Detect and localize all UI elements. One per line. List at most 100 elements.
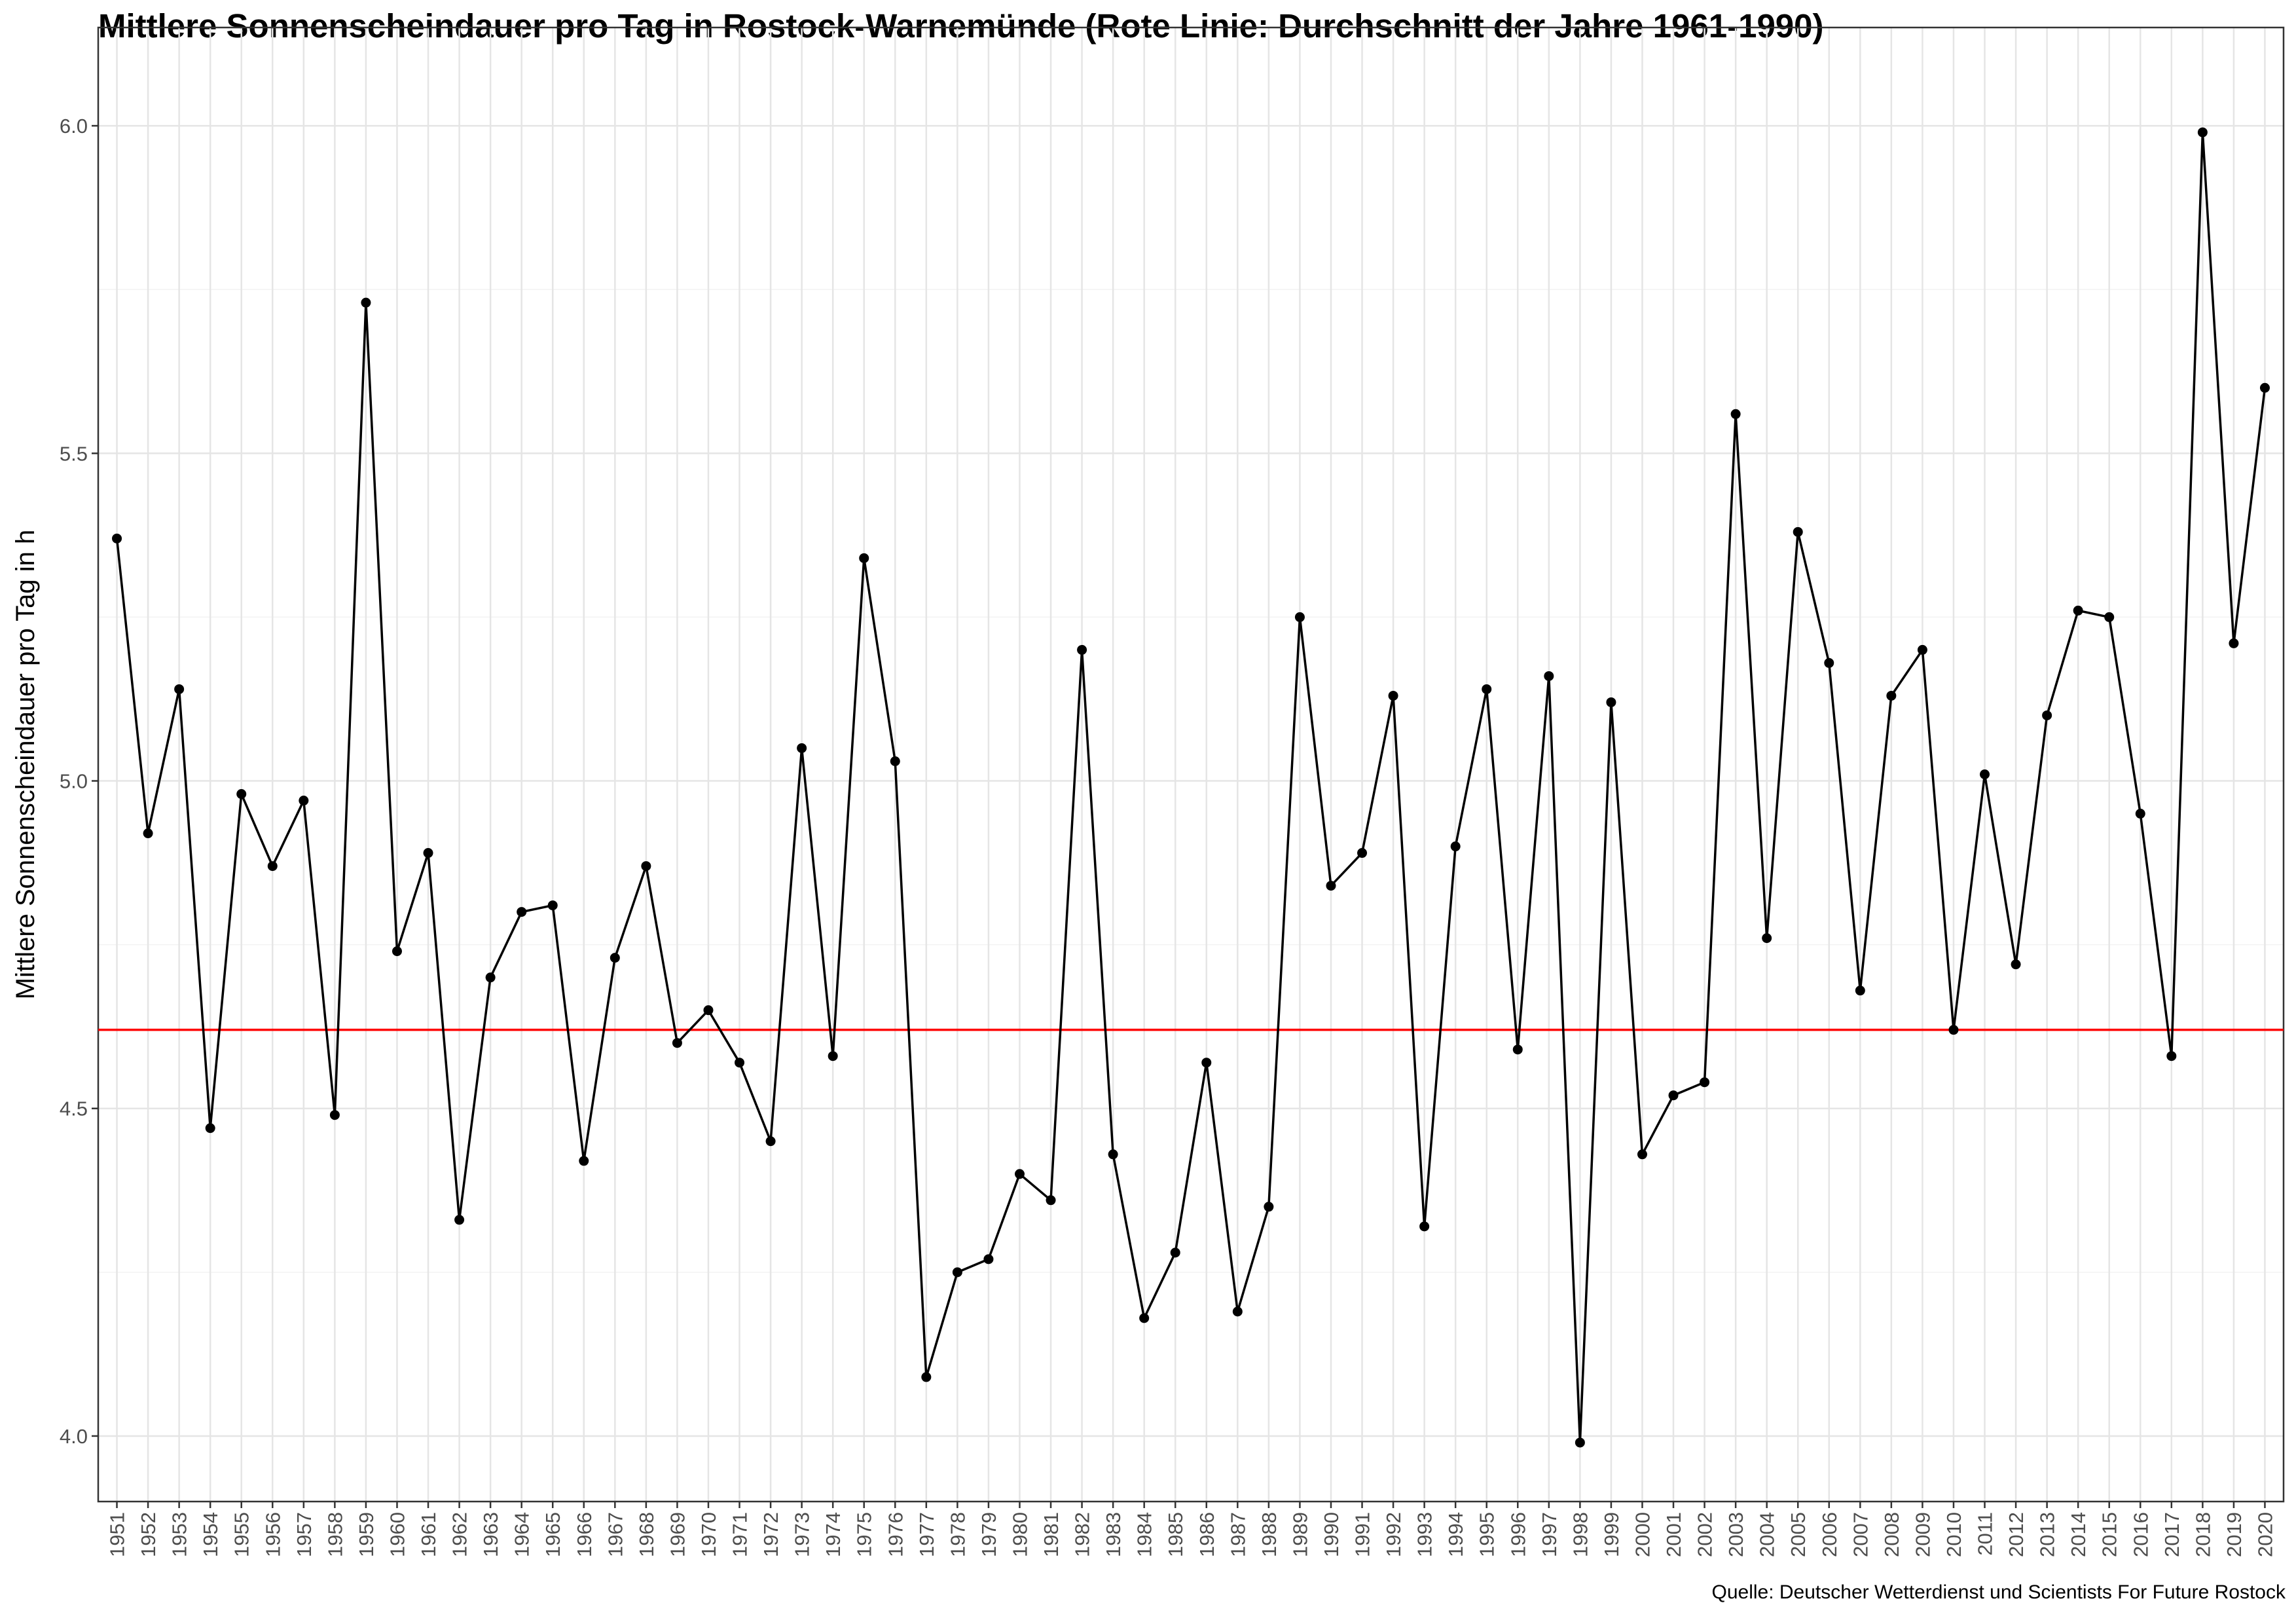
data-point: [517, 907, 527, 917]
x-tick-label: 1996: [1506, 1512, 1529, 1557]
x-tick-label: 1999: [1600, 1512, 1623, 1557]
data-point: [1139, 1313, 1150, 1323]
data-point: [1419, 1221, 1430, 1232]
grid-lines: [98, 28, 2284, 1502]
data-point: [1014, 1169, 1025, 1179]
x-tick-label: 2014: [2067, 1512, 2090, 1557]
y-axis-label: Mittlere Sonnenscheindauer pro Tag in h: [11, 530, 40, 1000]
x-tick-label: 1960: [386, 1512, 409, 1557]
x-tick-label: 2007: [1849, 1512, 1872, 1557]
x-tick-label: 1963: [479, 1512, 502, 1557]
data-point: [579, 1156, 589, 1166]
data-point: [454, 1215, 465, 1225]
x-tick-label: 1995: [1476, 1512, 1499, 1557]
x-tick-label: 2009: [1911, 1512, 1934, 1557]
data-point: [952, 1267, 962, 1278]
x-tick-label: 1968: [635, 1512, 658, 1557]
x-axis: 1951 1952 1953 1954 1955 1956 1957 1958 1959 1960…: [106, 1502, 2276, 1557]
x-tick-label: 1955: [230, 1512, 253, 1557]
x-tick-label: 2012: [2005, 1512, 2028, 1557]
x-tick-label: 1972: [759, 1512, 782, 1557]
x-tick-label: 2003: [1724, 1512, 1747, 1557]
data-point: [205, 1123, 215, 1134]
x-tick-label: 1959: [355, 1512, 378, 1557]
x-tick-label: 2017: [2160, 1512, 2183, 1557]
x-tick-label: 1976: [884, 1512, 907, 1557]
x-tick-label: 1991: [1351, 1512, 1374, 1557]
x-tick-label: 2011: [1974, 1512, 1997, 1556]
data-point: [2011, 959, 2021, 970]
data-point: [1793, 526, 1803, 537]
x-tick-label: 1997: [1538, 1512, 1561, 1557]
data-point: [2197, 127, 2208, 138]
data-point: [1855, 986, 1865, 996]
y-tick-label: 5.0: [60, 770, 88, 793]
x-tick-label: 2010: [1942, 1512, 1965, 1557]
data-point: [1108, 1149, 1118, 1160]
x-tick-label: 2020: [2253, 1512, 2276, 1557]
data-point: [1388, 690, 1398, 701]
data-point: [143, 828, 153, 839]
data-point: [2042, 710, 2052, 720]
y-tick-label: 5.5: [60, 442, 88, 465]
data-point: [1668, 1090, 1679, 1101]
data-point: [1700, 1077, 1710, 1088]
data-point: [1948, 1025, 1959, 1035]
x-tick-label: 1993: [1413, 1512, 1436, 1557]
source-caption: Quelle: Deutscher Wetterdienst und Scien…: [1711, 1581, 2286, 1603]
data-point: [1264, 1202, 1274, 1212]
x-tick-label: 2019: [2223, 1512, 2246, 1557]
x-tick-label: 1970: [697, 1512, 720, 1557]
x-tick-label: 1952: [137, 1512, 160, 1557]
x-tick-label: 2005: [1787, 1512, 1810, 1557]
x-tick-label: 1998: [1569, 1512, 1592, 1557]
data-point: [1357, 848, 1368, 858]
x-tick-label: 1957: [293, 1512, 316, 1557]
data-point: [1575, 1437, 1585, 1448]
x-tick-label: 1989: [1288, 1512, 1311, 1557]
data-point: [1917, 644, 1927, 655]
data-point: [2135, 809, 2145, 819]
data-point: [112, 533, 122, 544]
x-tick-label: 1973: [791, 1512, 814, 1557]
x-tick-label: 1956: [261, 1512, 284, 1557]
data-point: [1294, 612, 1305, 622]
x-tick-label: 1988: [1258, 1512, 1281, 1557]
data-points: [112, 127, 2270, 1448]
x-tick-label: 1990: [1320, 1512, 1343, 1557]
x-tick-label: 1975: [853, 1512, 876, 1557]
x-tick-label: 1984: [1133, 1512, 1156, 1557]
y-tick-label: 4.5: [60, 1098, 88, 1120]
data-point: [1544, 671, 1554, 681]
x-tick-label: 2000: [1631, 1512, 1654, 1557]
data-point: [1326, 881, 1336, 891]
x-tick-label: 1978: [946, 1512, 969, 1557]
data-point: [1824, 657, 1834, 668]
x-tick-label: 2008: [1880, 1512, 1903, 1557]
x-tick-label: 1983: [1102, 1512, 1125, 1557]
x-tick-label: 1969: [666, 1512, 689, 1557]
data-point: [236, 789, 247, 800]
data-point: [890, 756, 900, 766]
x-tick-label: 1967: [604, 1512, 627, 1557]
x-tick-label: 1951: [106, 1512, 129, 1557]
x-tick-label: 2015: [2098, 1512, 2121, 1557]
data-point: [1046, 1195, 1056, 1206]
data-point: [547, 900, 558, 911]
data-point: [703, 1005, 714, 1016]
x-tick-label: 1992: [1382, 1512, 1405, 1557]
data-point: [174, 684, 185, 694]
x-tick-label: 1994: [1444, 1512, 1467, 1557]
data-point: [2073, 605, 2083, 616]
data-point: [2104, 612, 2115, 622]
data-point: [2166, 1051, 2177, 1061]
data-point: [983, 1254, 994, 1264]
x-tick-label: 2016: [2129, 1512, 2152, 1557]
data-point: [921, 1372, 932, 1382]
x-tick-label: 1987: [1226, 1512, 1249, 1557]
x-tick-label: 1961: [417, 1512, 440, 1557]
x-tick-label: 2004: [1756, 1512, 1779, 1557]
data-point: [2259, 382, 2270, 393]
data-point: [641, 861, 651, 872]
x-tick-label: 1966: [573, 1512, 596, 1557]
